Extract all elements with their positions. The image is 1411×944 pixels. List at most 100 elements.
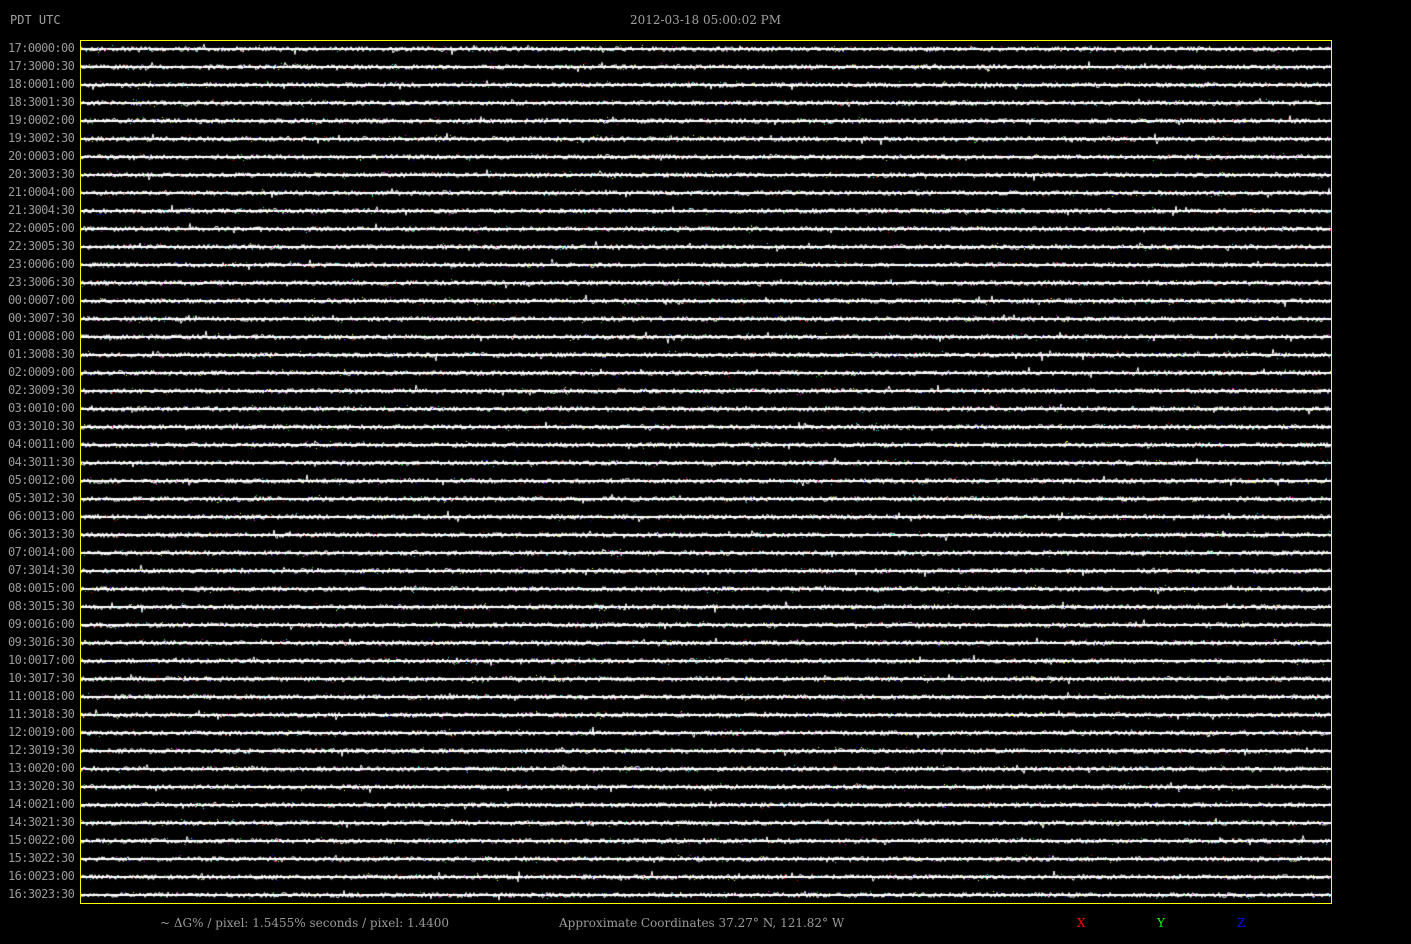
utc-time: 21:30 [41, 815, 75, 829]
row-label: 08:0015:00 [8, 581, 75, 599]
utc-time: 11:30 [41, 455, 75, 469]
utc-time: 18:00 [41, 689, 75, 703]
pdt-time: 12:30 [8, 743, 42, 757]
pdt-time: 14:30 [8, 815, 42, 829]
utc-time: 18:30 [41, 707, 75, 721]
seismogram-traces [81, 41, 1331, 903]
row-label: 10:3017:30 [8, 671, 75, 689]
utc-time: 00:30 [41, 59, 75, 73]
pdt-time: 17:30 [8, 59, 42, 73]
row-label: 19:3002:30 [8, 131, 75, 149]
row-label: 13:0020:00 [8, 761, 75, 779]
row-label: 12:3019:30 [8, 743, 75, 761]
row-label: 11:0018:00 [8, 689, 75, 707]
pdt-time: 01:30 [8, 347, 42, 361]
row-label: 20:0003:00 [8, 149, 75, 167]
row-label: 21:0004:00 [8, 185, 75, 203]
pdt-time: 01:00 [8, 329, 42, 343]
utc-time: 04:30 [41, 203, 75, 217]
row-label: 09:0016:00 [8, 617, 75, 635]
utc-time: 09:00 [41, 365, 75, 379]
pdt-time: 09:00 [8, 617, 42, 631]
legend-y: Y [1157, 916, 1165, 930]
timezone-header: PDT UTC [10, 13, 61, 27]
row-label: 05:3012:30 [8, 491, 75, 509]
pdt-time: 08:00 [8, 581, 42, 595]
utc-time: 03:30 [41, 167, 75, 181]
row-label: 16:3023:30 [8, 887, 75, 905]
utc-time: 21:00 [41, 797, 75, 811]
utc-time: 05:00 [41, 221, 75, 235]
row-label: 07:0014:00 [8, 545, 75, 563]
pdt-time: 22:30 [8, 239, 42, 253]
row-label: 17:0000:00 [8, 41, 75, 59]
utc-time: 06:30 [41, 275, 75, 289]
utc-time: 09:30 [41, 383, 75, 397]
pdt-time: 20:00 [8, 149, 42, 163]
pdt-time: 22:00 [8, 221, 42, 235]
utc-time: 13:30 [41, 527, 75, 541]
pdt-time: 16:30 [8, 887, 42, 901]
scale-info: ~ ΔG% / pixel: 1.5455% seconds / pixel: … [160, 916, 450, 930]
pdt-time: 18:30 [8, 95, 42, 109]
pdt-time: 13:30 [8, 779, 42, 793]
row-label: 01:3008:30 [8, 347, 75, 365]
row-label: 03:0010:00 [8, 401, 75, 419]
row-label: 19:0002:00 [8, 113, 75, 131]
pdt-time: 21:00 [8, 185, 42, 199]
utc-time: 16:30 [41, 635, 75, 649]
utc-time: 17:30 [41, 671, 75, 685]
seismogram-plot [80, 40, 1332, 904]
utc-time: 07:00 [41, 293, 75, 307]
utc-time: 15:30 [41, 599, 75, 613]
row-label: 17:3000:30 [8, 59, 75, 77]
row-label: 09:3016:30 [8, 635, 75, 653]
utc-time: 10:30 [41, 419, 75, 433]
utc-time: 08:00 [41, 329, 75, 343]
row-label: 04:0011:00 [8, 437, 75, 455]
utc-time: 14:00 [41, 545, 75, 559]
utc-time: 13:00 [41, 509, 75, 523]
utc-time: 00:00 [41, 41, 75, 55]
pdt-time: 11:30 [8, 707, 42, 721]
pdt-time: 11:00 [8, 689, 42, 703]
utc-time: 01:00 [41, 77, 75, 91]
utc-time: 07:30 [41, 311, 75, 325]
row-label: 11:3018:30 [8, 707, 75, 725]
utc-time: 01:30 [41, 95, 75, 109]
pdt-time: 00:00 [8, 293, 42, 307]
pdt-time: 15:30 [8, 851, 42, 865]
pdt-time: 07:30 [8, 563, 42, 577]
pdt-time: 18:00 [8, 77, 42, 91]
row-label: 08:3015:30 [8, 599, 75, 617]
pdt-time: 13:00 [8, 761, 42, 775]
utc-time: 12:00 [41, 473, 75, 487]
row-label: 12:0019:00 [8, 725, 75, 743]
row-label: 15:0022:00 [8, 833, 75, 851]
utc-time: 17:00 [41, 653, 75, 667]
pdt-time: 14:00 [8, 797, 42, 811]
row-label: 23:0006:00 [8, 257, 75, 275]
utc-time: 23:00 [41, 869, 75, 883]
utc-time: 04:00 [41, 185, 75, 199]
pdt-time: 03:00 [8, 401, 42, 415]
pdt-time: 03:30 [8, 419, 42, 433]
pdt-time: 07:00 [8, 545, 42, 559]
pdt-time: 00:30 [8, 311, 42, 325]
row-label: 22:0005:00 [8, 221, 75, 239]
utc-time: 19:30 [41, 743, 75, 757]
pdt-time: 09:30 [8, 635, 42, 649]
utc-time: 20:00 [41, 761, 75, 775]
utc-time: 02:00 [41, 113, 75, 127]
row-label: 14:3021:30 [8, 815, 75, 833]
utc-time: 12:30 [41, 491, 75, 505]
pdt-time: 19:00 [8, 113, 42, 127]
pdt-time: 08:30 [8, 599, 42, 613]
utc-time: 05:30 [41, 239, 75, 253]
row-label: 22:3005:30 [8, 239, 75, 257]
row-label: 04:3011:30 [8, 455, 75, 473]
row-label: 02:3009:30 [8, 383, 75, 401]
pdt-time: 02:00 [8, 365, 42, 379]
pdt-time: 23:00 [8, 257, 42, 271]
utc-time: 06:00 [41, 257, 75, 271]
